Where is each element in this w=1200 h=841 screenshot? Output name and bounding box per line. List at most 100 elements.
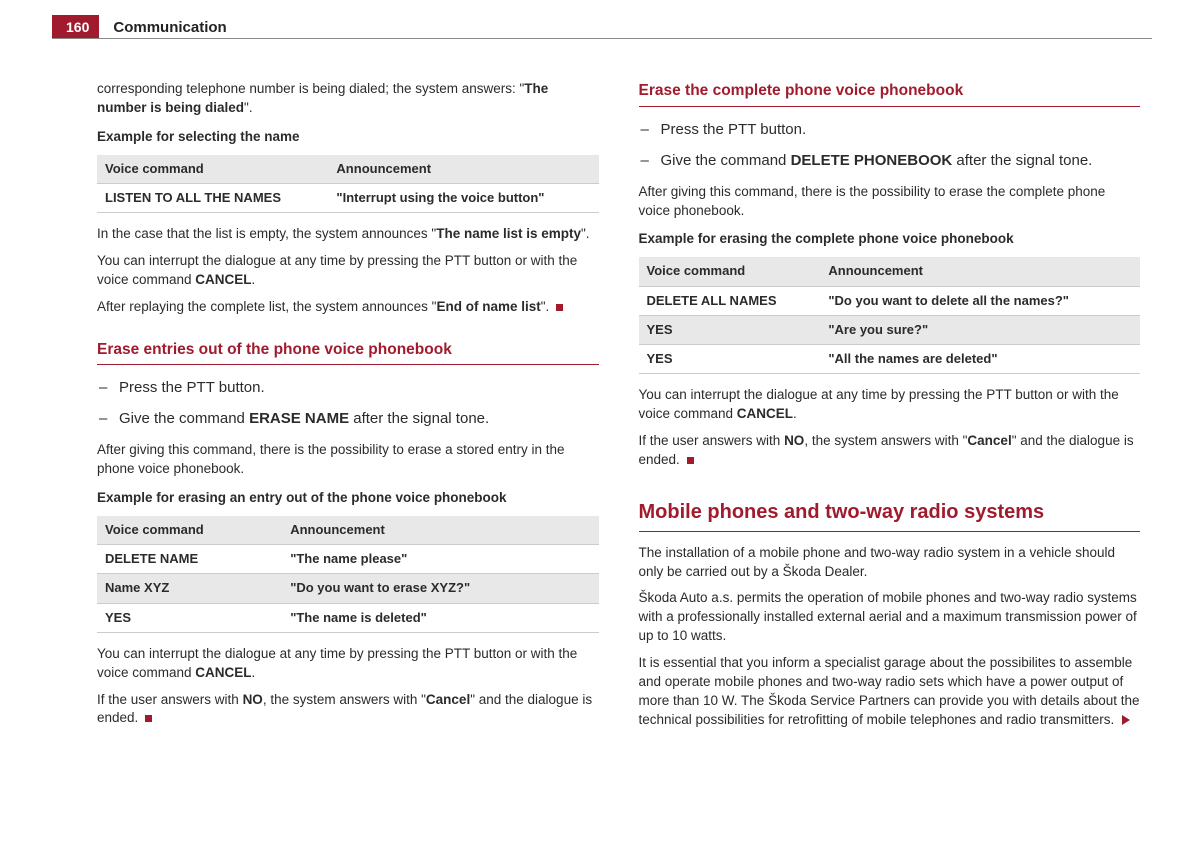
- text: ".: [581, 226, 590, 241]
- subheading: Example for selecting the name: [97, 128, 599, 147]
- table-header-row: Voice command Announcement: [97, 155, 599, 184]
- text-bold: NO: [243, 692, 263, 707]
- list-item: Press the PTT button.: [639, 119, 1141, 140]
- left-column: corresponding telephone number is being …: [97, 80, 599, 738]
- paragraph: You can interrupt the dialogue at any ti…: [97, 645, 599, 683]
- text-bold: NO: [784, 433, 804, 448]
- table-row: Name XYZ "Do you want to erase XYZ?": [97, 574, 599, 603]
- subheading: Example for erasing the complete phone v…: [639, 230, 1141, 249]
- section-heading: Erase entries out of the phone voice pho…: [97, 339, 599, 366]
- text-bold: Cancel: [426, 692, 470, 707]
- bullet-list: Press the PTT button. Give the command D…: [639, 119, 1141, 171]
- end-marker-icon: [556, 304, 563, 311]
- text-bold: CANCEL: [195, 665, 251, 680]
- text-bold: CANCEL: [737, 406, 793, 421]
- text: .: [252, 665, 256, 680]
- text: after the signal tone.: [349, 410, 489, 427]
- table-header: Announcement: [282, 516, 598, 545]
- text: You can interrupt the dialogue at any ti…: [639, 387, 1119, 421]
- table-header: Voice command: [97, 516, 282, 545]
- voice-command-table: Voice command Announcement LISTEN TO ALL…: [97, 155, 599, 213]
- text: Give the command: [119, 410, 249, 427]
- text-bold: DELETE PHONEBOOK: [791, 152, 953, 169]
- end-marker-icon: [687, 457, 694, 464]
- page-number-badge: 160: [52, 15, 99, 39]
- end-marker-icon: [145, 715, 152, 722]
- table-row: DELETE ALL NAMES "Do you want to delete …: [639, 286, 1141, 315]
- table-row: YES "The name is deleted": [97, 603, 599, 632]
- table-header: Announcement: [328, 155, 598, 184]
- content-columns: corresponding telephone number is being …: [97, 80, 1140, 738]
- list-item: Press the PTT button.: [97, 377, 599, 398]
- table-row: LISTEN TO ALL THE NAMES "Interrupt using…: [97, 183, 599, 212]
- table-cell: YES: [639, 315, 821, 344]
- table-cell: "The name is deleted": [282, 603, 598, 632]
- text: You can interrupt the dialogue at any ti…: [97, 646, 577, 680]
- paragraph: After replaying the complete list, the s…: [97, 298, 599, 317]
- voice-command-table: Voice command Announcement DELETE ALL NA…: [639, 257, 1141, 374]
- table-row: DELETE NAME "The name please": [97, 545, 599, 574]
- text: After replaying the complete list, the s…: [97, 299, 436, 314]
- text: If the user answers with: [97, 692, 243, 707]
- list-item: Give the command ERASE NAME after the si…: [97, 408, 599, 429]
- main-heading: Mobile phones and two-way radio systems: [639, 498, 1141, 532]
- table-header: Announcement: [820, 257, 1140, 286]
- intro-paragraph: corresponding telephone number is being …: [97, 80, 599, 118]
- paragraph: You can interrupt the dialogue at any ti…: [639, 386, 1141, 424]
- paragraph: The installation of a mobile phone and t…: [639, 544, 1141, 582]
- text-bold: Cancel: [967, 433, 1011, 448]
- text: corresponding telephone number is being …: [97, 81, 524, 96]
- section-heading: Erase the complete phone voice phonebook: [639, 80, 1141, 107]
- bullet-list: Press the PTT button. Give the command E…: [97, 377, 599, 429]
- table-cell: YES: [97, 603, 282, 632]
- table-row: YES "All the names are deleted": [639, 344, 1141, 373]
- table-row: YES "Are you sure?": [639, 315, 1141, 344]
- paragraph: Škoda Auto a.s. permits the operation of…: [639, 589, 1141, 646]
- text: , the system answers with ": [804, 433, 967, 448]
- table-cell: LISTEN TO ALL THE NAMES: [97, 183, 328, 212]
- table-header: Voice command: [639, 257, 821, 286]
- text-bold: ERASE NAME: [249, 410, 349, 427]
- section-title: Communication: [113, 19, 226, 36]
- text: You can interrupt the dialogue at any ti…: [97, 253, 577, 287]
- table-cell: Name XYZ: [97, 574, 282, 603]
- text: .: [793, 406, 797, 421]
- text-bold: End of name list: [436, 299, 540, 314]
- text: ".: [541, 299, 553, 314]
- paragraph: After giving this command, there is the …: [97, 441, 599, 479]
- list-item: Give the command DELETE PHONEBOOK after …: [639, 150, 1141, 171]
- paragraph: In the case that the list is empty, the …: [97, 225, 599, 244]
- text: If the user answers with: [639, 433, 785, 448]
- continue-marker-icon: [1122, 715, 1130, 725]
- table-cell: DELETE NAME: [97, 545, 282, 574]
- text: .: [252, 272, 256, 287]
- paragraph: If the user answers with NO, the system …: [97, 691, 599, 729]
- text: In the case that the list is empty, the …: [97, 226, 436, 241]
- header-rule: [52, 38, 1152, 39]
- text-bold: The name list is empty: [436, 226, 581, 241]
- paragraph: If the user answers with NO, the system …: [639, 432, 1141, 470]
- table-cell: "All the names are deleted": [820, 344, 1140, 373]
- table-header-row: Voice command Announcement: [639, 257, 1141, 286]
- text: after the signal tone.: [952, 152, 1092, 169]
- voice-command-table: Voice command Announcement DELETE NAME "…: [97, 516, 599, 633]
- table-cell: DELETE ALL NAMES: [639, 286, 821, 315]
- subheading: Example for erasing an entry out of the …: [97, 489, 599, 508]
- table-header: Voice command: [97, 155, 328, 184]
- table-header-row: Voice command Announcement: [97, 516, 599, 545]
- page-header: 160 Communication: [52, 14, 227, 40]
- text: ".: [244, 100, 253, 115]
- paragraph: It is essential that you inform a specia…: [639, 654, 1141, 730]
- table-cell: "The name please": [282, 545, 598, 574]
- text: It is essential that you inform a specia…: [639, 655, 1140, 727]
- table-cell: YES: [639, 344, 821, 373]
- table-cell: "Do you want to delete all the names?": [820, 286, 1140, 315]
- paragraph: You can interrupt the dialogue at any ti…: [97, 252, 599, 290]
- table-cell: "Interrupt using the voice button": [328, 183, 598, 212]
- table-cell: "Are you sure?": [820, 315, 1140, 344]
- text: , the system answers with ": [263, 692, 426, 707]
- text: Give the command: [661, 152, 791, 169]
- right-column: Erase the complete phone voice phonebook…: [639, 80, 1141, 738]
- table-cell: "Do you want to erase XYZ?": [282, 574, 598, 603]
- paragraph: After giving this command, there is the …: [639, 183, 1141, 221]
